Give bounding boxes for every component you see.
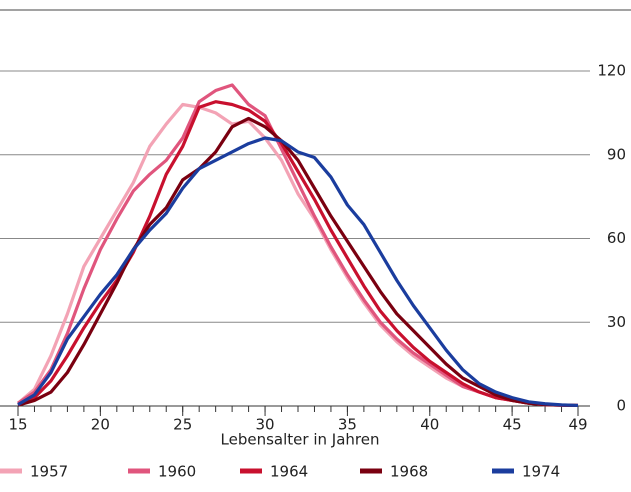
legend-label: 1957	[30, 463, 68, 481]
legend-label: 1964	[270, 463, 308, 481]
y-tick-label: 120	[597, 62, 626, 80]
x-tick-label: 45	[503, 416, 522, 434]
series-line	[17, 136, 579, 408]
x-tick-label: 20	[91, 416, 110, 434]
x-tick-label: 40	[420, 416, 439, 434]
x-axis-label: Lebensalter in Jahren	[221, 431, 380, 449]
y-tick-label: 60	[607, 229, 626, 247]
series-line	[17, 100, 579, 408]
x-tick-label: 49	[568, 416, 587, 434]
x-tick-label: 25	[173, 416, 192, 434]
legend-label: 1968	[390, 463, 428, 481]
series-line	[17, 116, 579, 408]
legend-label: 1974	[522, 463, 560, 481]
series-line	[16, 102, 579, 408]
legend-label: 1960	[158, 463, 196, 481]
series-line	[17, 83, 579, 408]
y-tick-label: 90	[607, 145, 626, 163]
y-tick-label: 0	[616, 397, 626, 415]
y-tick-label: 30	[607, 313, 626, 331]
x-tick-label: 15	[8, 416, 27, 434]
x-tick-label: 30	[256, 416, 275, 434]
x-tick-label: 35	[338, 416, 357, 434]
